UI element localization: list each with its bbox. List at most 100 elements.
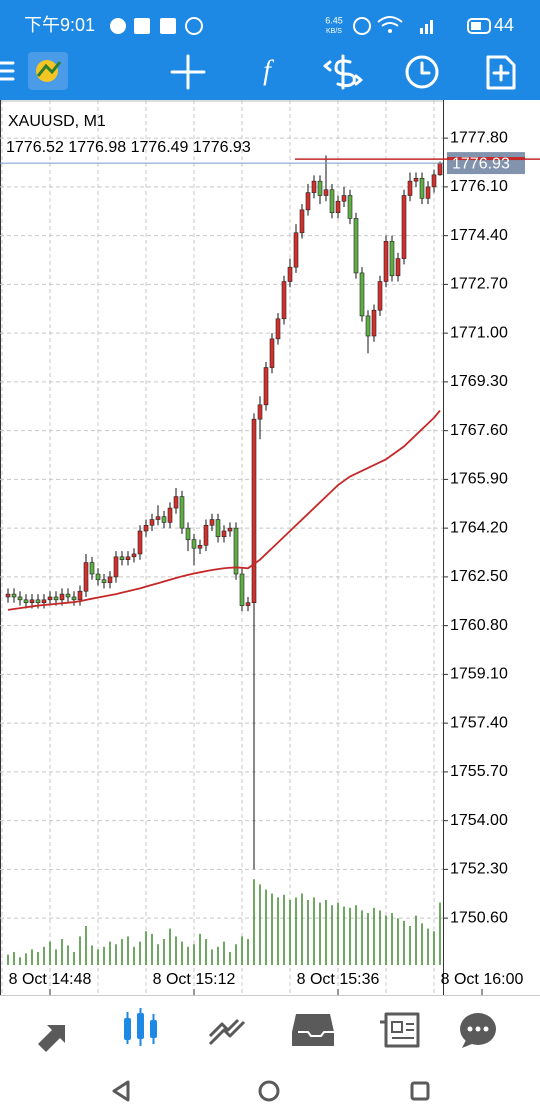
last-price-label: 1776.93: [452, 155, 510, 172]
candle-body: [215, 519, 221, 538]
candle-body: [287, 266, 293, 282]
candle-body: [119, 556, 125, 560]
indicators-button[interactable]: f: [263, 55, 274, 86]
tab-chart[interactable]: [124, 1008, 157, 1046]
candle-body: [227, 527, 233, 532]
candle-body: [101, 579, 107, 583]
y-tick-label: 1760.80: [450, 617, 508, 634]
tab-news[interactable]: [380, 1012, 420, 1048]
candle-body: [335, 200, 341, 213]
candle-body: [221, 530, 227, 538]
clock: 下午9:01: [24, 15, 95, 35]
y-tick-label: 1774.40: [450, 227, 508, 244]
x-tick-label: 8 Oct 14:48: [9, 971, 92, 988]
candle-body: [71, 596, 77, 601]
y-tick-label: 1762.50: [450, 568, 508, 585]
candle-body: [341, 195, 347, 202]
candle-body: [143, 524, 149, 532]
y-tick-label: 1764.20: [450, 519, 508, 536]
candle-body: [167, 507, 173, 523]
candle-body: [5, 593, 11, 598]
y-tick-label: 1755.70: [450, 763, 508, 780]
y-tick-label: 1750.60: [450, 909, 508, 926]
candle-body: [377, 281, 383, 311]
crosshair-button[interactable]: [170, 54, 206, 90]
candle-body: [311, 180, 317, 193]
history-button[interactable]: [405, 55, 439, 89]
candle-body: [233, 527, 239, 575]
trade-button[interactable]: [323, 54, 363, 90]
y-tick-label: 1767.60: [450, 422, 508, 439]
y-tick-label: 1777.80: [450, 129, 508, 146]
candle-body: [131, 553, 137, 558]
candle-body: [323, 189, 329, 196]
candle-body: [11, 593, 17, 598]
y-tick-label: 1759.10: [450, 666, 508, 683]
candle-body: [353, 218, 359, 274]
candle-body: [77, 590, 83, 601]
candle-body: [113, 556, 119, 578]
candle-body: [41, 599, 47, 604]
candle-body: [239, 573, 245, 606]
candle-body: [317, 180, 323, 196]
candle-body: [155, 516, 161, 520]
candle-body: [149, 519, 155, 526]
y-tick-label: 1757.40: [450, 714, 508, 731]
battery-level: 44: [494, 15, 514, 35]
nav-back[interactable]: [112, 1080, 130, 1102]
candle-body: [365, 315, 371, 337]
candle-body: [347, 195, 353, 219]
bottom-area: [0, 996, 540, 1116]
candle-body: [425, 186, 431, 199]
candle-body: [191, 539, 197, 549]
candle-body: [29, 599, 35, 604]
candle-body: [47, 596, 53, 601]
y-tick-label: 1752.30: [450, 861, 508, 878]
net-speed-unit: KB/S: [326, 28, 342, 35]
candle-body: [275, 318, 281, 340]
candle-body: [419, 177, 425, 199]
candle-body: [413, 177, 419, 182]
candle-body: [263, 367, 269, 406]
candle-body: [107, 576, 113, 583]
y-tick-label: 1754.00: [450, 812, 508, 829]
y-tick-label: 1772.70: [450, 276, 508, 293]
candle-body: [281, 281, 287, 320]
candle-body: [23, 599, 29, 604]
candle-body: [371, 309, 377, 337]
candle-body: [197, 545, 203, 549]
nav-home[interactable]: [258, 1080, 280, 1102]
candle-body: [407, 180, 413, 196]
chart: 1777.80 1776.10 1774.40 1772.70 1771.00 1769.…: [0, 100, 540, 996]
tab-quotes[interactable]: [38, 1025, 65, 1052]
tab-messages[interactable]: [460, 1013, 496, 1048]
new-order-button[interactable]: [486, 55, 516, 90]
candle-body: [125, 556, 131, 560]
app-logo[interactable]: [28, 52, 68, 90]
tab-trade[interactable]: [208, 1018, 246, 1046]
status-icons: [110, 16, 491, 35]
candle-body: [383, 241, 389, 282]
tab-history[interactable]: [292, 1014, 334, 1046]
ohlc-readout: 1776.52 1776.98 1776.49 1776.93: [6, 139, 251, 156]
candle-body: [53, 596, 59, 601]
ohlc-low: 1776.49: [131, 139, 189, 156]
candle-body: [161, 516, 167, 523]
candle-body: [359, 272, 365, 317]
top-bars: [0, 0, 540, 100]
nav-recents[interactable]: [410, 1081, 430, 1101]
candle-body: [389, 241, 395, 277]
y-tick-label: 1771.00: [450, 324, 508, 341]
candle-body: [329, 189, 335, 213]
candle-body: [269, 338, 275, 368]
candle-body: [299, 209, 305, 234]
ohlc-close: 1776.93: [193, 139, 251, 156]
net-speed: 6.45: [325, 15, 343, 25]
x-tick-label: 8 Oct 15:12: [153, 971, 236, 988]
menu-button[interactable]: [0, 61, 15, 81]
candle-body: [293, 232, 299, 268]
candle-body: [209, 519, 215, 526]
candle-body: [395, 258, 401, 277]
candle-body: [17, 596, 23, 601]
candle-body: [89, 562, 95, 575]
